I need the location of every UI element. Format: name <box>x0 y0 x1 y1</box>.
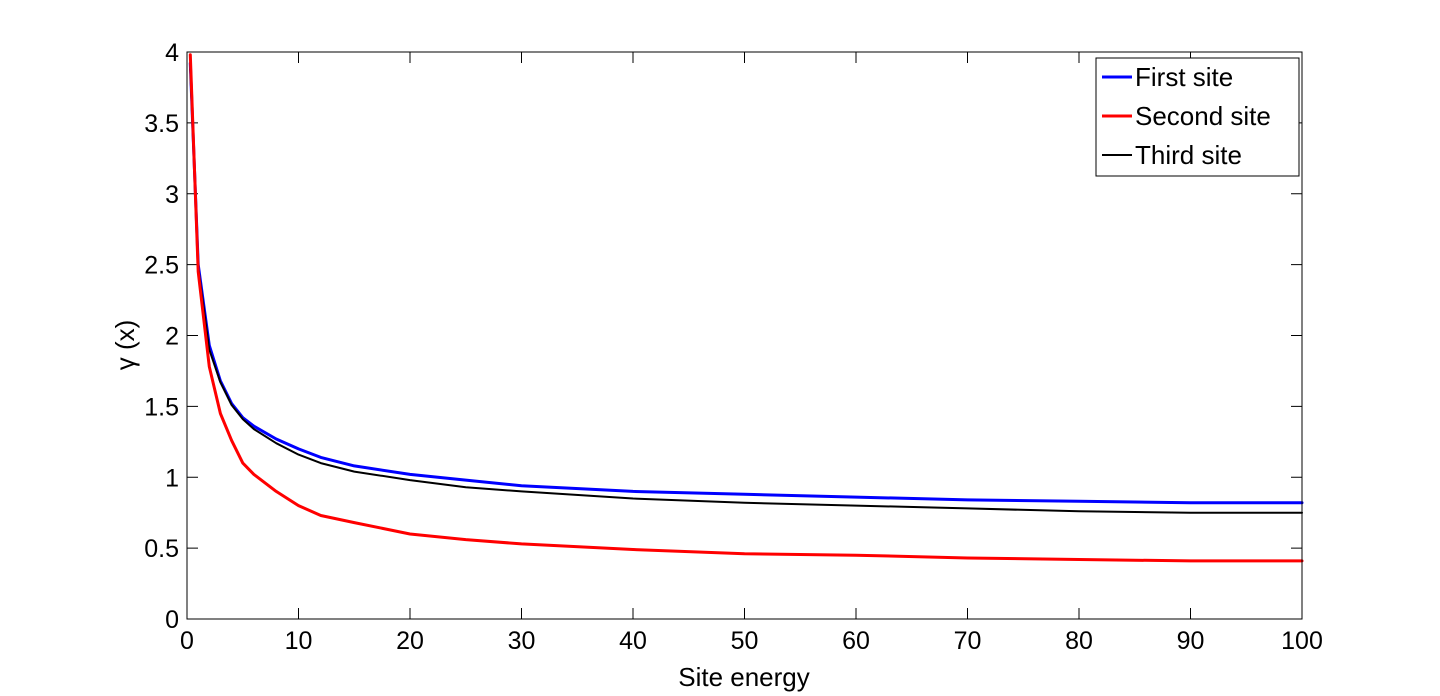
legend-label-1: First site <box>1135 62 1233 92</box>
x-tick-label: 10 <box>285 627 313 655</box>
series-line-3 <box>189 68 1303 514</box>
legend: First site Second site Third site <box>1095 57 1300 177</box>
x-axis-label: Site energy <box>678 662 810 692</box>
tick-labels: 0 10 20 30 40 50 60 70 80 90 100 0 0.5 1 1.5 2 2.5 3 3.5 4 <box>144 39 1323 655</box>
plot-frame <box>186 51 1303 620</box>
x-tick-label: 70 <box>954 627 982 655</box>
series-line-2 <box>188 53 1304 563</box>
y-tick-label: 1.5 <box>144 393 179 421</box>
y-tick-label: 1 <box>165 464 179 492</box>
legend-label-3: Third site <box>1135 140 1242 170</box>
x-tick-label: 60 <box>842 627 870 655</box>
x-tick-label: 40 <box>619 627 647 655</box>
y-tick-label: 2.5 <box>144 252 179 280</box>
y-tick-label: 3 <box>165 181 179 209</box>
y-axis-label: γ (x) <box>110 320 140 371</box>
x-tick-label: 80 <box>1065 627 1093 655</box>
x-tick-label: 20 <box>396 627 424 655</box>
y-tick-label: 0.5 <box>144 535 179 563</box>
y-tick-label: 0 <box>165 606 179 634</box>
series-lines <box>188 53 1304 563</box>
y-tick-label: 4 <box>165 39 179 67</box>
x-tick-label: 0 <box>180 627 194 655</box>
y-tick-label: 3.5 <box>144 110 179 138</box>
y-tick-label: 2 <box>165 323 179 351</box>
legend-label-2: Second site <box>1135 101 1271 131</box>
x-tick-label: 50 <box>731 627 759 655</box>
x-tick-label: 90 <box>1177 627 1205 655</box>
x-tick-label: 100 <box>1281 627 1323 655</box>
x-tick-label: 30 <box>508 627 536 655</box>
